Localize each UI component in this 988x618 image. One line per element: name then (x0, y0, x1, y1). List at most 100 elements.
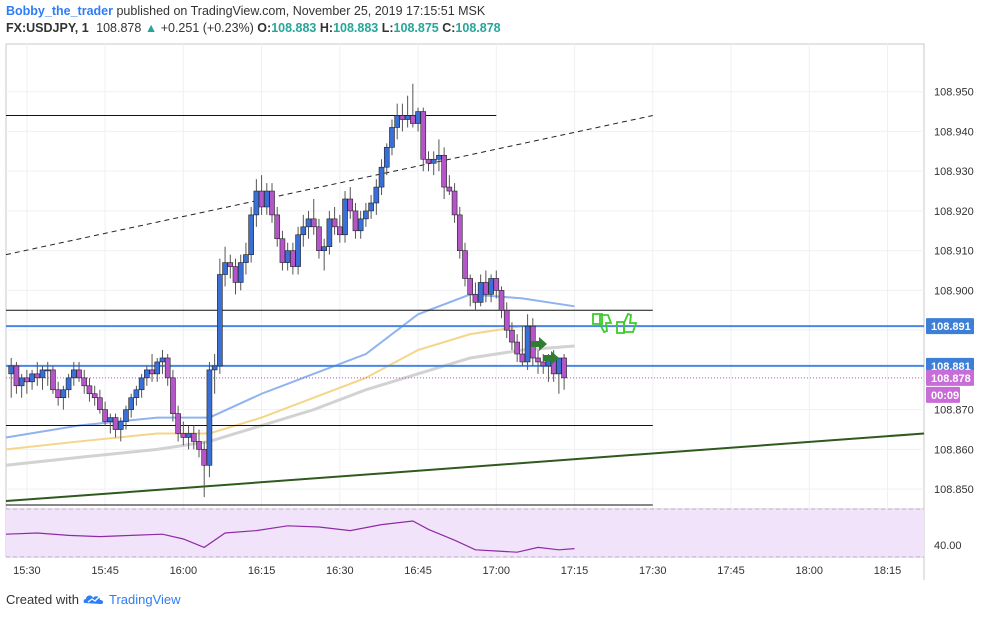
candle-body (415, 111, 421, 124)
candle (378, 159, 385, 196)
candle-body (352, 210, 359, 232)
candle-body (237, 262, 244, 283)
author-link[interactable]: Bobby_the_trader (6, 4, 113, 18)
candle-body (556, 357, 562, 375)
footer: Created with TradingView (6, 592, 181, 607)
candle (243, 242, 249, 275)
candle-body (316, 226, 322, 251)
candle-body (331, 218, 338, 228)
candle-body (462, 250, 468, 279)
symbol-label: FX:USDJPY, 1 (6, 21, 89, 35)
candle (154, 357, 161, 382)
badge-text: 00:09 (931, 390, 959, 402)
candle-body (399, 115, 406, 120)
price-tick-label: 108.870 (934, 405, 974, 417)
candle-body (18, 377, 25, 387)
candle (451, 183, 458, 223)
candle-body (50, 369, 56, 391)
candle-body (290, 250, 296, 267)
candle-body (34, 373, 41, 379)
candle-body (483, 282, 489, 295)
candle-body (222, 262, 228, 275)
candle (493, 270, 500, 299)
candle (227, 254, 234, 279)
candle-body (310, 218, 317, 228)
candle-body (97, 397, 103, 410)
candle-body (441, 154, 447, 188)
candle-body (76, 369, 82, 379)
tradingview-link[interactable]: TradingView (108, 592, 181, 607)
price-scale[interactable]: 108.950 108.940 108.930 108.920 108.910 108.9… (934, 87, 974, 552)
candle-body (519, 353, 526, 363)
candle-body (363, 210, 369, 220)
candle-body (420, 111, 427, 160)
candle-body (498, 290, 505, 311)
candle-body (91, 393, 98, 399)
time-tick-label: 17:30 (639, 565, 667, 577)
time-tick-label: 16:00 (170, 565, 198, 577)
candle-body (117, 421, 124, 430)
badge-bg (926, 318, 974, 335)
time-axis[interactable]: 15:30 15:45 16:00 16:15 16:30 16:45 17:00 17:15… (13, 565, 901, 577)
candle-body (279, 238, 286, 263)
price-tick-label: 108.930 (934, 166, 974, 178)
candle-body (217, 274, 223, 367)
candle-body (503, 309, 510, 331)
candle (321, 238, 327, 271)
candle-body (258, 190, 265, 208)
candle (128, 393, 134, 418)
candle-body (44, 369, 51, 372)
badge-text: 108.878 (931, 373, 971, 385)
candle-body (488, 278, 494, 295)
candle-body (112, 417, 119, 430)
candle-body (472, 294, 479, 303)
candle-body (164, 357, 171, 379)
candle-body (175, 413, 181, 434)
candle-body (410, 115, 416, 124)
candle-body (347, 198, 354, 212)
candle (316, 218, 322, 259)
badge-text: 108.891 (931, 321, 971, 333)
price-tick-label: 108.860 (934, 444, 974, 456)
candle-body (196, 441, 202, 450)
time-tick-label: 15:45 (91, 565, 119, 577)
countdown-badge: 00:09 (926, 386, 960, 403)
candle (237, 254, 244, 291)
candle (441, 147, 447, 199)
candle-body (128, 397, 134, 410)
tradingview-logo-icon (83, 595, 104, 604)
chart-header: Bobby_the_trader published on TradingVie… (6, 3, 986, 37)
candle-body (295, 234, 301, 267)
candle-body (436, 154, 442, 160)
low-label: L: (381, 21, 394, 35)
candle-body (300, 226, 307, 236)
candle (331, 206, 338, 235)
candle-body (263, 190, 270, 208)
candle (389, 119, 395, 156)
candle (217, 258, 223, 374)
candle (97, 389, 103, 414)
candle (420, 107, 427, 172)
close-value: 108.878 (455, 21, 501, 35)
candle-body (211, 365, 218, 371)
candle-body (274, 214, 281, 240)
price-badge: 108.878 (926, 369, 974, 386)
time-tick-label: 16:15 (248, 565, 276, 577)
annotations (531, 312, 638, 365)
candle-body (477, 282, 484, 303)
candle (342, 191, 348, 243)
rsi-line (5, 520, 575, 553)
rsi-indicator (5, 508, 924, 558)
candle (383, 143, 390, 176)
candle-body (8, 365, 15, 375)
candle-body (206, 369, 213, 466)
candle-body (243, 254, 249, 263)
moving-averages (5, 293, 575, 467)
candle-body (102, 409, 108, 422)
candle-body (24, 377, 30, 383)
candle-body (29, 373, 35, 383)
candle-body (535, 357, 541, 363)
candle-body (55, 389, 61, 399)
